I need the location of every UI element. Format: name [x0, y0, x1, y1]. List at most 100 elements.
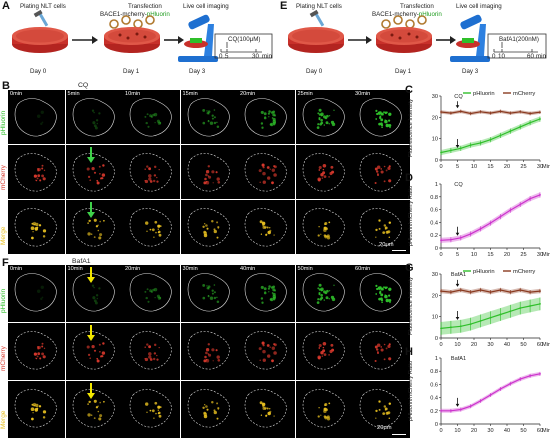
fluorescent-puncta: [146, 411, 148, 413]
fluorescent-puncta: [86, 345, 90, 349]
dish-day1-icon: [376, 27, 432, 53]
fluorescent-puncta: [316, 355, 321, 360]
fluorescent-puncta: [322, 168, 324, 171]
x-tick-label: 0: [439, 428, 442, 434]
fluorescent-puncta: [264, 407, 267, 410]
fluorescent-puncta: [93, 124, 97, 128]
micrograph-mcherry-20min: [238, 145, 295, 199]
fluorescent-puncta: [35, 357, 38, 360]
fluorescent-puncta: [205, 408, 209, 411]
cell-outline: [14, 153, 57, 192]
fluorescent-puncta: [375, 293, 378, 295]
timepoint-label: 0min: [10, 91, 23, 97]
fluorescent-puncta: [215, 121, 218, 124]
data-point: [499, 289, 502, 291]
x-tick-label: 20: [504, 164, 510, 170]
micrograph-merge-0min: [8, 200, 65, 254]
data-point: [469, 291, 472, 294]
fluorescent-puncta: [95, 179, 98, 182]
fluorescent-puncta: [326, 234, 330, 238]
fluorescent-puncta: [43, 347, 46, 350]
micrograph-phluorin-10min: 10min: [65, 265, 123, 322]
micrograph-merge-50min: [295, 381, 353, 438]
fluorescent-puncta: [317, 347, 320, 349]
fluorescent-puncta: [260, 122, 264, 125]
fluorescent-puncta: [384, 228, 387, 230]
fluorescent-puncta: [209, 121, 213, 125]
fluorescent-puncta: [201, 108, 205, 112]
construct-green: pHluorin: [146, 11, 170, 18]
fluorescent-puncta: [316, 126, 319, 129]
fluorescent-puncta: [37, 352, 41, 356]
fluorescent-puncta: [92, 286, 95, 289]
annotation-arrow-head: [455, 403, 460, 407]
fluorescent-puncta: [375, 118, 378, 120]
tick-unit-e: min: [536, 53, 546, 60]
fluorescent-puncta: [216, 417, 218, 420]
fluorescent-puncta: [156, 354, 158, 357]
fluorescent-puncta: [316, 123, 319, 126]
row-label-phluorin: pHluorin: [0, 110, 7, 135]
data-point: [459, 110, 462, 113]
fluorescent-puncta: [213, 229, 217, 234]
fluorescent-puncta: [204, 173, 208, 177]
fluorescent-puncta: [384, 294, 386, 296]
row-label-phluorin: pHluorin: [0, 288, 7, 313]
data-point: [479, 320, 482, 322]
fluorescent-puncta: [93, 236, 96, 238]
data-point: [499, 215, 502, 218]
fluorescent-puncta: [319, 121, 323, 125]
fluorescent-puncta: [319, 296, 323, 300]
fluorescent-puncta: [151, 409, 155, 413]
x-tick-label: 10: [471, 252, 477, 258]
fluorescent-puncta: [327, 176, 330, 178]
fluorescent-puncta: [318, 113, 321, 116]
cell-outline: [72, 208, 115, 247]
fluorescent-puncta: [212, 228, 216, 231]
scale-bar: [392, 249, 406, 251]
fluorescent-puncta: [96, 224, 99, 227]
fluorescent-puncta: [32, 411, 34, 414]
x-tick-label: 40: [504, 342, 510, 348]
fluorescent-puncta: [153, 287, 158, 292]
fluorescent-puncta: [149, 228, 152, 231]
y-tick-label: 0: [435, 246, 438, 252]
fluorescent-puncta: [90, 233, 92, 235]
fluorescent-puncta: [384, 409, 387, 411]
chart-h: 00.20.40.60.810 10 20 30 40 50 60MinpHluorin/m…: [408, 356, 550, 434]
fluorescent-puncta: [317, 226, 320, 228]
fluorescent-puncta: [266, 226, 269, 229]
fluorescent-puncta: [388, 112, 392, 116]
dish-day0-icon: [288, 27, 344, 53]
fluorescent-puncta: [274, 289, 276, 292]
fluorescent-puncta: [41, 164, 44, 167]
timepoint-label: 10min: [125, 91, 141, 97]
fluorescent-puncta: [213, 291, 216, 294]
fluorescent-puncta: [268, 227, 271, 229]
tick-0-a: 0: [219, 53, 223, 60]
x-tick-label: 20: [471, 428, 477, 434]
fluorescent-puncta: [101, 351, 105, 355]
y-tick-label: 0.8: [430, 195, 438, 201]
micrograph-phluorin-15min: 15min: [180, 90, 238, 144]
fluorescent-puncta: [41, 174, 45, 178]
fluorescent-puncta: [321, 171, 325, 175]
data-point: [440, 151, 442, 154]
fluorescent-puncta: [204, 405, 208, 408]
data-point: [539, 118, 541, 120]
stage-label-plating: Plating NLT cells: [296, 3, 342, 10]
fluorescent-puncta: [273, 415, 275, 417]
timepoint-label: 50min: [297, 266, 313, 272]
stage-label-transfection: Transfection: [128, 3, 162, 10]
fluorescent-puncta: [374, 345, 378, 349]
fluorescent-puncta: [91, 121, 95, 125]
micrograph-mcherry-15min: [180, 145, 238, 199]
fluorescent-puncta: [271, 168, 276, 172]
fluorescent-puncta: [213, 116, 216, 119]
data-point: [469, 323, 472, 326]
cell-outline: [129, 98, 172, 137]
x-tick-label: 60: [537, 342, 543, 348]
panel-a-label: A: [2, 0, 10, 12]
fluorescent-puncta: [264, 116, 266, 118]
y-tick-label: 0.4: [430, 220, 438, 226]
